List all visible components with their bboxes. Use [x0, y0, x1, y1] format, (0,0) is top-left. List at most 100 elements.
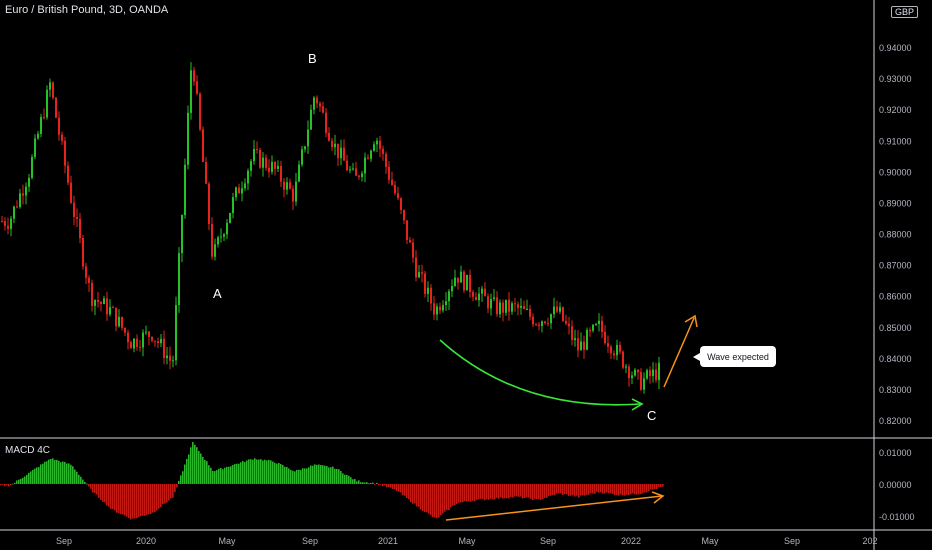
macd-bar	[512, 484, 514, 498]
price-candle-body	[316, 97, 318, 104]
time-tick-label: Sep	[302, 536, 318, 546]
macd-bar	[334, 468, 336, 484]
macd-bar	[82, 479, 84, 484]
green-arrow-head	[631, 398, 644, 411]
macd-bar	[20, 478, 22, 484]
macd-bar	[484, 484, 486, 501]
currency-badge[interactable]: GBP	[891, 6, 919, 18]
price-candle-body	[478, 293, 480, 301]
macd-bar	[634, 484, 636, 495]
price-candle-body	[160, 338, 162, 344]
macd-bar	[618, 484, 620, 496]
price-candle-body	[523, 306, 525, 310]
macd-bar	[160, 484, 162, 508]
price-candle-body	[334, 143, 336, 148]
price-candle-body	[442, 305, 444, 311]
macd-bar	[50, 459, 52, 484]
macd-bar	[406, 484, 408, 498]
macd-bar	[470, 484, 472, 502]
macd-bar	[200, 453, 202, 484]
macd-bar	[62, 461, 64, 484]
price-candle-body	[142, 332, 144, 348]
macd-bar	[32, 469, 34, 484]
price-candle-body	[535, 324, 537, 326]
macd-bar	[520, 484, 522, 497]
macd-bar	[44, 461, 46, 484]
price-candle-body	[574, 338, 576, 341]
price-candle-body	[16, 206, 18, 208]
price-candle-body	[616, 344, 618, 356]
macd-bar	[338, 469, 340, 484]
macd-bar	[178, 480, 180, 484]
price-candle-body	[469, 274, 471, 293]
price-candle-body	[19, 193, 21, 207]
price-candle-body	[199, 93, 201, 130]
macd-bar	[276, 463, 278, 484]
price-candle-body	[394, 184, 396, 194]
macd-bar	[472, 484, 474, 501]
price-candle-body	[151, 336, 153, 341]
macd-bar	[564, 484, 566, 495]
macd-bar	[504, 484, 506, 499]
price-candle-body	[532, 316, 534, 325]
time-tick-label: Sep	[784, 536, 800, 546]
macd-bar	[272, 461, 274, 484]
macd-bar	[182, 471, 184, 484]
price-candle-body	[502, 302, 504, 313]
macd-bar	[256, 459, 258, 484]
macd-bar	[574, 484, 576, 497]
price-candle-body	[115, 307, 117, 327]
price-candle-body	[265, 157, 267, 168]
macd-bar	[198, 451, 200, 484]
price-tick-label: 0.89000	[879, 198, 912, 208]
macd-bar	[390, 484, 392, 488]
price-candle-body	[61, 134, 63, 141]
time-tick-label: 2020	[136, 536, 156, 546]
price-candle-body	[568, 323, 570, 327]
macd-bar	[80, 476, 82, 484]
macd-bar	[452, 484, 454, 506]
price-candle-body	[499, 302, 501, 315]
macd-bar	[150, 484, 152, 514]
price-candle-body	[178, 253, 180, 306]
price-candle-body	[106, 298, 108, 315]
macd-bar	[254, 458, 256, 484]
price-candle-body	[349, 169, 351, 171]
price-candle-body	[400, 198, 402, 210]
price-tick-label: 0.84000	[879, 354, 912, 364]
macd-bar	[2, 484, 4, 485]
macd-bar	[168, 484, 170, 501]
price-candle-body	[418, 272, 420, 278]
wave-label-a: A	[213, 286, 222, 301]
macd-bar	[106, 484, 108, 506]
macd-bar	[132, 484, 134, 519]
macd-bar	[424, 484, 426, 513]
macd-bar	[226, 466, 228, 484]
macd-bar	[188, 454, 190, 484]
macd-bar	[546, 484, 548, 498]
price-candle-body	[592, 324, 594, 331]
price-candle-body	[313, 97, 315, 110]
macd-bar	[386, 484, 388, 488]
macd-bar	[72, 466, 74, 484]
macd-bar	[128, 484, 130, 519]
macd-bar	[212, 470, 214, 484]
price-candle-body	[184, 164, 186, 216]
macd-bar	[550, 484, 552, 496]
price-candle-body	[7, 225, 9, 229]
macd-bar	[642, 484, 644, 494]
macd-bar	[350, 477, 352, 484]
price-candle-body	[508, 299, 510, 312]
macd-bar	[478, 484, 480, 500]
price-candle-body	[640, 372, 642, 390]
macd-bar	[86, 483, 88, 485]
macd-bar	[400, 484, 402, 493]
macd-bar	[384, 484, 386, 486]
macd-bar	[422, 484, 424, 511]
price-candle-body	[298, 164, 300, 182]
macd-bar	[468, 484, 470, 502]
price-candle-body	[391, 179, 393, 185]
price-candle-body	[280, 165, 282, 182]
price-candle-body	[40, 117, 42, 134]
